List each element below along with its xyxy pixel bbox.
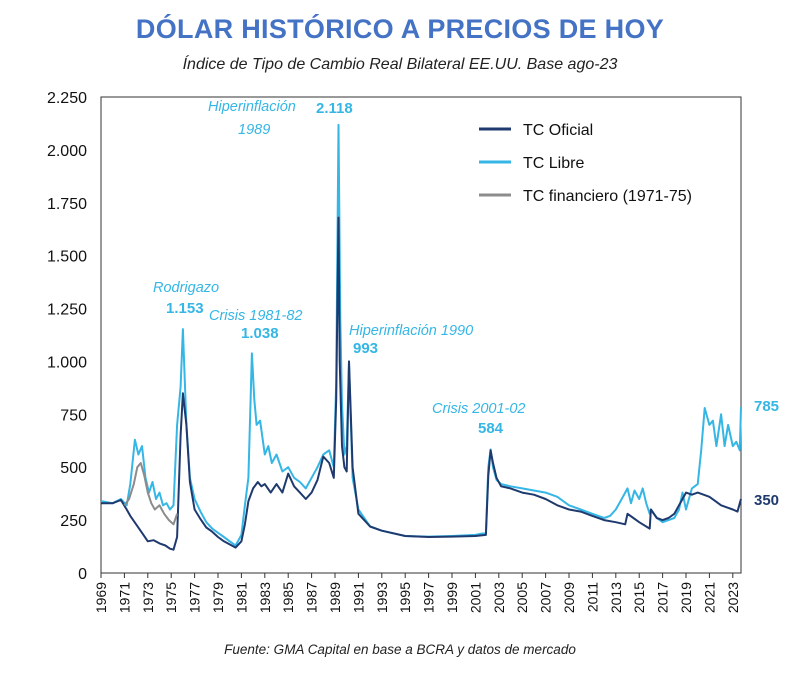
- end-label-libre: 785: [754, 398, 779, 415]
- y-tick-label: 0: [78, 566, 87, 583]
- x-tick-label: 1987: [304, 582, 320, 613]
- y-tick-label: 1.000: [47, 354, 87, 371]
- chart-legend: TC Oficial TC Libre TC financiero (1971-…: [479, 122, 692, 205]
- chart-subtitle: Índice de Tipo de Cambio Real Bilateral …: [182, 56, 618, 73]
- y-tick-label: 2.000: [47, 143, 87, 160]
- annotation-crisis-2001-label: Crisis 2001-02: [432, 401, 526, 417]
- x-tick-label: 2023: [725, 582, 741, 613]
- x-tick-label: 2011: [584, 582, 600, 612]
- x-tick-label: 1977: [187, 582, 203, 613]
- x-tick-label: 1995: [397, 582, 413, 613]
- annotation-rodrigazo-value: 1.153: [166, 300, 204, 317]
- x-tick-label: 1973: [140, 582, 156, 613]
- annotation-hiper1989-value: 2.118: [316, 100, 353, 117]
- y-tick-label: 1.500: [47, 249, 87, 266]
- annotation-crisis-1981-value: 1.038: [241, 325, 279, 342]
- x-tick-label: 2017: [655, 582, 671, 613]
- chart-axes: 0 250 500 750 1.000 1.250 1.500 1.750 2.000 2.250…: [47, 90, 742, 613]
- y-tick-label: 500: [60, 460, 87, 477]
- y-tick-label: 2.250: [47, 90, 87, 107]
- x-tick-label: 1989: [327, 582, 343, 613]
- x-tick-label: 2021: [701, 582, 717, 613]
- x-tick-label: 1991: [350, 582, 366, 613]
- x-tick-label: 2009: [561, 582, 577, 613]
- annotation-hiper1989-year: 1989: [238, 122, 270, 138]
- x-tick-label: 2003: [491, 582, 507, 613]
- annotation-crisis-1981-label: Crisis 1981-82: [209, 308, 303, 324]
- series-line-tc-financiero-1971-75: [123, 462, 179, 526]
- y-tick-label: 1.750: [47, 196, 87, 213]
- x-tick-label: 1999: [444, 582, 460, 613]
- chart-title: DÓLAR HISTÓRICO A PRECIOS DE HOY: [135, 14, 665, 44]
- x-tick-label: 2005: [514, 582, 530, 613]
- x-tick-label: 2019: [678, 582, 694, 613]
- y-tick-label: 750: [60, 407, 87, 424]
- x-tick-label: 1993: [374, 582, 390, 613]
- chart-series: [100, 123, 742, 551]
- x-tick-label: 1979: [210, 582, 226, 613]
- annotation-hiper1990-label: Hiperinflación 1990: [349, 323, 473, 339]
- x-tick-label: 2007: [538, 582, 554, 613]
- x-tick-label: 2001: [467, 582, 483, 613]
- annotation-rodrigazo-label: Rodrigazo: [153, 280, 219, 296]
- x-tick-label: 2015: [631, 582, 647, 613]
- x-tick-label: 1983: [257, 582, 273, 613]
- x-tick-label: 2013: [608, 582, 624, 613]
- x-tick-label: 1997: [421, 582, 437, 613]
- chart-source: Fuente: GMA Capital en base a BCRA y dat…: [224, 642, 576, 657]
- y-tick-label: 250: [60, 513, 87, 530]
- annotation-hiper1989-label: Hiperinflación: [208, 99, 296, 115]
- annotation-crisis-2001-value: 584: [478, 420, 504, 437]
- x-tick-label: 1981: [233, 582, 249, 613]
- end-label-oficial: 350: [754, 492, 779, 509]
- x-tick-label: 1985: [280, 582, 296, 613]
- legend-label-oficial: TC Oficial: [523, 122, 593, 139]
- series-line-tc-oficial: [101, 216, 742, 551]
- x-tick-label: 1975: [163, 582, 179, 613]
- plot-frame: [100, 96, 742, 574]
- annotation-hiper1990-value: 993: [353, 340, 378, 357]
- legend-label-financiero: TC financiero (1971-75): [523, 188, 692, 205]
- x-tick-label: 1971: [116, 582, 132, 613]
- legend-label-libre: TC Libre: [523, 155, 584, 172]
- y-tick-label: 1.250: [47, 302, 87, 319]
- x-tick-label: 1969: [93, 582, 109, 613]
